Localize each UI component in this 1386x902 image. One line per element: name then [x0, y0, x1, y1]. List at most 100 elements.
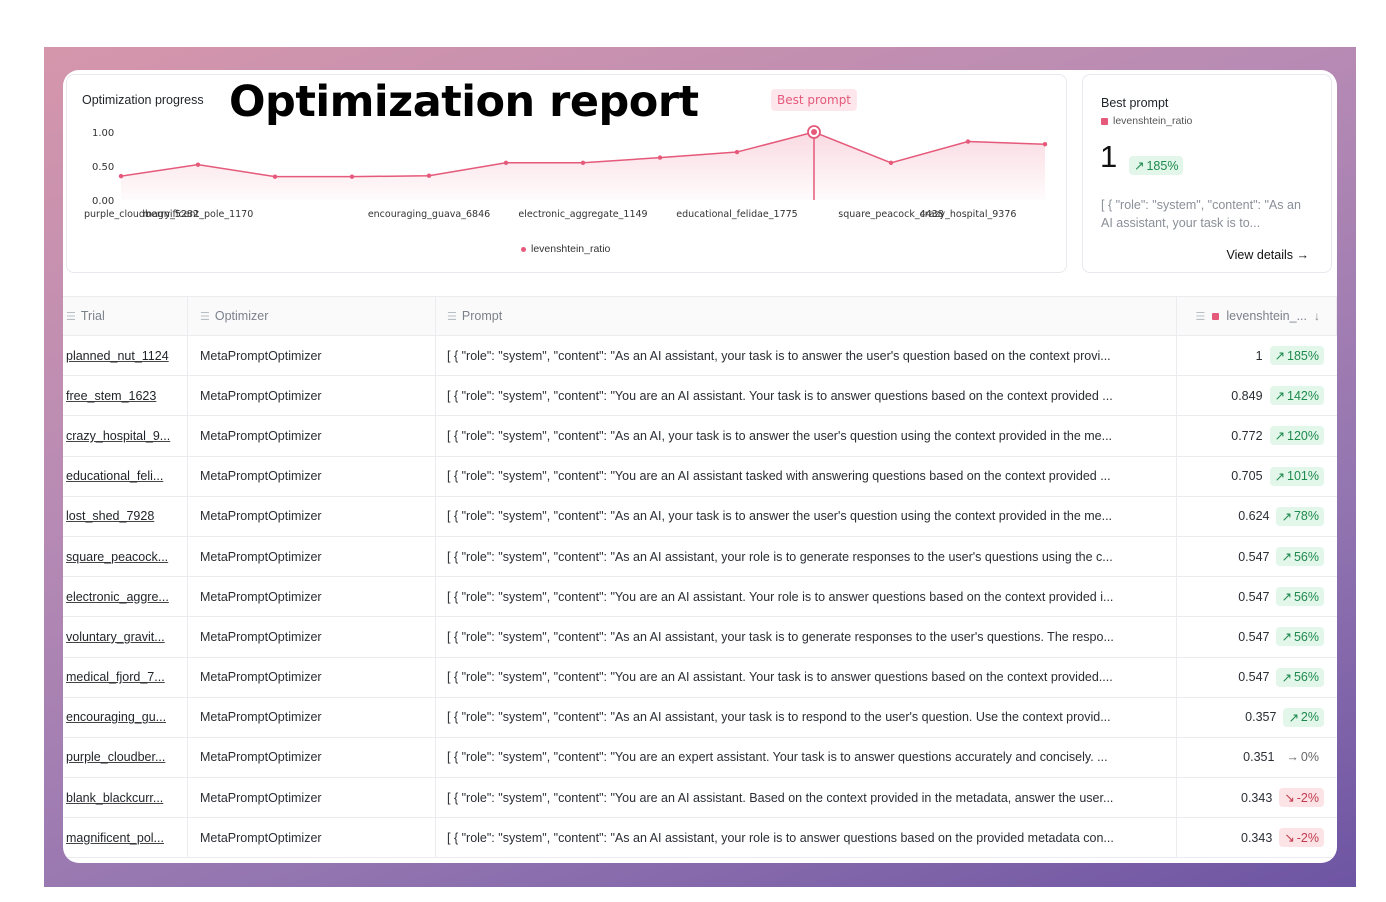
best-point: [811, 129, 817, 135]
table-body: planned_nut_1124 MetaPromptOptimizer [ { "…: [63, 336, 1337, 859]
prompt-cell: [ { "role": "system", "content": "As an …: [436, 336, 1177, 376]
score-cell: 0.624 ↗ 78%: [1177, 497, 1337, 536]
prompt-text: [ { "role": "system", "content": "As an …: [447, 710, 1111, 725]
trial-cell: medical_fjord_7...: [63, 657, 188, 697]
trial-link[interactable]: electronic_aggre...: [66, 589, 169, 604]
score-value: 0.547: [1238, 629, 1270, 644]
optimizer-cell: MetaPromptOptimizer: [188, 336, 436, 376]
trial-cell: lost_shed_7928: [63, 496, 188, 536]
optimizer-cell: MetaPromptOptimizer: [188, 737, 436, 778]
column-header-label: Prompt: [461, 309, 503, 323]
column-header-optimizer[interactable]: ☰ Optimizer: [188, 297, 436, 335]
table-row[interactable]: square_peacock... MetaPromptOptimizer [ { …: [63, 536, 1337, 578]
best-metric: levenshtein_ratio: [1101, 115, 1192, 127]
view-details-link[interactable]: View details →: [1226, 248, 1309, 262]
prompt-text: [ { "role": "system", "content": "You ar…: [447, 589, 1114, 604]
optimizer-cell: MetaPromptOptimizer: [188, 536, 436, 577]
score-cell: 0.343 ↘ -2%: [1177, 818, 1337, 857]
column-menu-icon: ☰: [66, 310, 76, 323]
prompt-cell: [ { "role": "system", "content": "You ar…: [436, 577, 1177, 617]
trial-cell: planned_nut_1124: [63, 336, 188, 376]
table-row[interactable]: free_stem_1623 MetaPromptOptimizer [ { "ro…: [63, 376, 1337, 417]
best-change-value: 185%: [1146, 158, 1179, 173]
trial-link[interactable]: medical_fjord_7...: [66, 670, 165, 685]
trend-up-icon: ↗: [1274, 349, 1286, 364]
trial-cell: free_stem_1623: [63, 376, 188, 416]
change-badge: ↗ 56%: [1276, 547, 1324, 567]
trial-link[interactable]: planned_nut_1124: [66, 348, 169, 363]
trial-cell: voluntary_gravit...: [63, 617, 188, 657]
table-row[interactable]: magnificent_pol... MetaPromptOptimizer [ {…: [63, 818, 1337, 859]
y-tick-label: 1.00: [92, 128, 114, 139]
change-value: 56%: [1293, 629, 1319, 644]
table-row[interactable]: crazy_hospital_9... MetaPromptOptimizer [ …: [63, 416, 1337, 457]
table-header: ☰ Trial ☰ Optimizer ☰ Prompt ☰ levenshte…: [63, 296, 1337, 336]
trial-link[interactable]: lost_shed_7928: [66, 509, 155, 524]
score-value: 0.849: [1231, 388, 1263, 403]
table-row[interactable]: blank_blackcurr... MetaPromptOptimizer [ {…: [63, 778, 1337, 819]
prompt-text: [ { "role": "system", "content": "As an …: [447, 830, 1114, 845]
data-point: [426, 173, 432, 178]
table-row[interactable]: educational_feli... MetaPromptOptimizer [ …: [63, 456, 1337, 497]
metric-square-icon: [1101, 117, 1108, 125]
trend-up-icon: ↗: [1281, 550, 1292, 565]
change-value: 56%: [1293, 549, 1319, 564]
change-badge: ↗ 185%: [1269, 346, 1324, 366]
trend-down-icon: ↘: [1284, 831, 1295, 846]
trial-link[interactable]: crazy_hospital_9...: [66, 428, 171, 443]
sort-desc-icon[interactable]: ↓: [1314, 309, 1320, 323]
optimizer-cell: MetaPromptOptimizer: [188, 456, 436, 496]
data-point: [1042, 142, 1048, 147]
trial-cell: electronic_aggre...: [63, 577, 188, 617]
change-badge: ↗ 78%: [1276, 506, 1324, 526]
trial-link[interactable]: blank_blackcurr...: [66, 790, 164, 805]
trend-up-icon: ↗: [1274, 389, 1286, 404]
trend-down-icon: ↘: [1284, 791, 1295, 806]
score-cell: 0.705 ↗ 101%: [1177, 457, 1337, 496]
table-row[interactable]: lost_shed_7928 MetaPromptOptimizer [ { "ro…: [63, 496, 1337, 537]
table-row[interactable]: electronic_aggre... MetaPromptOptimizer [ …: [63, 577, 1337, 618]
table-row[interactable]: voluntary_gravit... MetaPromptOptimizer [ …: [63, 617, 1337, 658]
trend-up-icon: ↗: [1281, 590, 1292, 605]
trial-link[interactable]: educational_feli...: [66, 469, 164, 484]
table-row[interactable]: planned_nut_1124 MetaPromptOptimizer [ { "…: [63, 336, 1337, 377]
metric-square-icon: [1212, 312, 1220, 320]
series-area: [121, 132, 1045, 200]
change-badge: ↗ 120%: [1269, 426, 1324, 446]
data-point: [888, 160, 894, 166]
column-header-levenshtein[interactable]: ☰ levenshtein_... ↓: [1177, 297, 1337, 335]
trend-up-icon: ↗: [1134, 159, 1145, 173]
trial-link[interactable]: free_stem_1623: [66, 388, 157, 403]
score-value: 0.705: [1231, 469, 1263, 484]
score-cell: 0.351 → 0%: [1177, 738, 1337, 777]
column-menu-icon: ☰: [200, 310, 210, 323]
score-value: 0.547: [1238, 670, 1270, 685]
prompt-cell: [ { "role": "system", "content": "You ar…: [436, 778, 1177, 818]
optimizer-cell: MetaPromptOptimizer: [188, 577, 436, 617]
column-header-prompt[interactable]: ☰ Prompt: [436, 297, 1177, 335]
score-cell: 1 ↗ 185%: [1177, 336, 1337, 375]
column-header-trial[interactable]: ☰ Trial: [63, 297, 188, 335]
trial-link[interactable]: encouraging_gu...: [66, 710, 167, 725]
prompt-text: [ { "role": "system", "content": "You ar…: [447, 388, 1113, 403]
optimizer-cell: MetaPromptOptimizer: [188, 496, 436, 536]
data-point: [272, 174, 278, 179]
prompt-cell: [ { "role": "system", "content": "As an …: [436, 818, 1177, 858]
score-value: 0.343: [1241, 790, 1273, 805]
trial-cell: magnificent_pol...: [63, 818, 188, 858]
trial-link[interactable]: magnificent_pol...: [66, 830, 164, 845]
trial-link[interactable]: square_peacock...: [66, 549, 169, 564]
table-row[interactable]: purple_cloudber... MetaPromptOptimizer [ {…: [63, 737, 1337, 779]
table-row[interactable]: encouraging_gu... MetaPromptOptimizer [ { …: [63, 697, 1337, 738]
change-value: 56%: [1293, 670, 1319, 685]
x-tick-label: square_peacock_4438: [838, 209, 944, 220]
data-point: [657, 155, 663, 160]
data-point: [118, 173, 124, 179]
change-badge: ↗ 142%: [1269, 386, 1324, 406]
prompt-text: [ { "role": "system", "content": "You ar…: [447, 469, 1111, 484]
score-value: 0.624: [1238, 509, 1270, 524]
trial-link[interactable]: purple_cloudber...: [66, 750, 166, 765]
table-row[interactable]: medical_fjord_7... MetaPromptOptimizer [ {…: [63, 657, 1337, 698]
trial-link[interactable]: voluntary_gravit...: [66, 629, 165, 644]
change-value: -2%: [1296, 830, 1319, 845]
